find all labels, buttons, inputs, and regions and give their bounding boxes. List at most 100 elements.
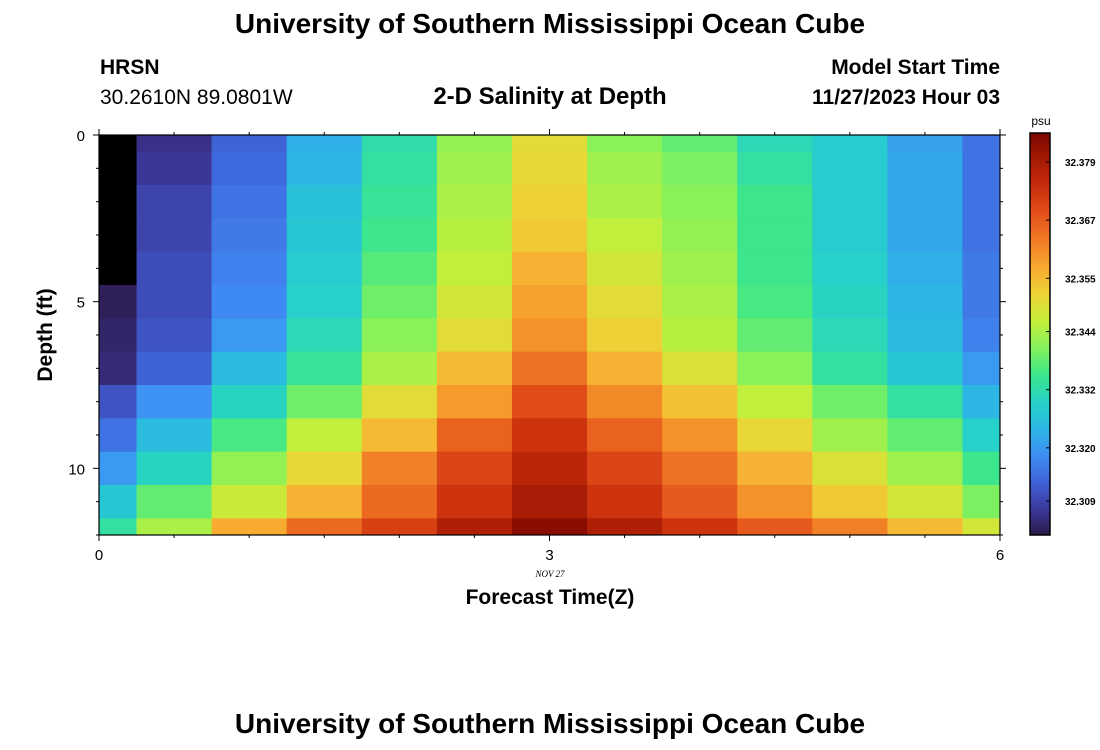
heatmap-cell (587, 151, 663, 186)
station-coords: 30.2610N 89.0801W (100, 86, 293, 109)
y-tick-label: 10 (68, 461, 85, 478)
heatmap-cell (662, 318, 738, 353)
heatmap-cell (737, 485, 813, 519)
colorbar-labels: 32.379 32.367 32.355 32.344 32.332 32.320 32.3… (1046, 158, 1096, 508)
colorbar (1029, 132, 1051, 536)
heatmap-cell (662, 285, 738, 319)
page-title: University of Southern Mississippi Ocean… (234, 8, 866, 39)
heatmap-cell (211, 135, 288, 153)
heatmap-cell (587, 135, 663, 153)
heatmap-cell (99, 151, 138, 186)
station-name: HRSN (100, 56, 160, 79)
heatmap-cell (587, 351, 663, 386)
heatmap-cell (436, 318, 513, 353)
heatmap-cell (211, 351, 288, 386)
heatmap-cell (812, 285, 888, 319)
colorbar-label: 32.344 (1065, 328, 1096, 339)
heatmap-cell (737, 185, 813, 219)
heatmap-cell (511, 285, 588, 319)
heatmap-cell (737, 318, 813, 353)
x-axis-label: Forecast Time(Z) (466, 586, 635, 609)
heatmap-cell (587, 251, 663, 286)
heatmap-cell (511, 451, 588, 486)
heatmap-cell (812, 218, 888, 253)
heatmap-cell (436, 518, 513, 536)
heatmap-cell (737, 418, 813, 453)
heatmap-cell (812, 135, 888, 153)
heatmap-cell (286, 218, 363, 253)
heatmap-cell (587, 518, 663, 536)
heatmap-cell (511, 385, 588, 419)
colorbar-label: 32.320 (1065, 444, 1096, 455)
heatmap-cell (737, 151, 813, 186)
footer-title: University of Southern Mississippi Ocean… (234, 708, 866, 739)
heatmap-cell (812, 485, 888, 519)
heatmap-cell (662, 218, 738, 253)
heatmap-cell (136, 135, 213, 153)
heatmap-cell (286, 385, 363, 419)
heatmap-cell (99, 485, 138, 519)
heatmap-cell (587, 485, 663, 519)
heatmap-cell (361, 285, 438, 319)
heatmap-cell (211, 485, 288, 519)
heatmap-cell (361, 485, 438, 519)
heatmap-cell (962, 151, 1001, 186)
heatmap-cell (662, 451, 738, 486)
heatmap-cell (887, 518, 963, 536)
heatmap-cell (99, 285, 138, 319)
heatmap-cell (136, 418, 213, 453)
y-tick-label: 5 (77, 295, 85, 312)
heatmap-cell (286, 351, 363, 386)
x-tick-label: 3 (545, 547, 553, 564)
heatmap-cell (99, 351, 138, 386)
heatmap-cell (511, 418, 588, 453)
heatmap-cell (887, 318, 963, 353)
model-start-time: 11/27/2023 Hour 03 (812, 86, 1000, 109)
heatmap-cell (361, 318, 438, 353)
heatmap-cell (136, 218, 213, 253)
heatmap-cell (511, 135, 588, 153)
heatmap-cell (887, 251, 963, 286)
chart-title: 2-D Salinity at Depth (433, 83, 667, 110)
heatmap-cell (662, 151, 738, 186)
heatmap-cell (662, 251, 738, 286)
heatmap-cell (99, 135, 138, 153)
heatmap-cell (286, 418, 363, 453)
heatmap-cell (286, 151, 363, 186)
heatmap-cell (812, 451, 888, 486)
heatmap-cell (361, 218, 438, 253)
heatmap-cell (286, 285, 363, 319)
heatmap-cell (211, 218, 288, 253)
heatmap-cell (737, 218, 813, 253)
heatmap-cell (587, 285, 663, 319)
x-tick-label: 0 (95, 547, 103, 564)
heatmap-cell (99, 218, 138, 253)
x-tick-label: 6 (996, 547, 1004, 564)
heatmap-cell (361, 151, 438, 186)
heatmap-cell (587, 385, 663, 419)
heatmap-cell (662, 518, 738, 536)
heatmap-cell (587, 451, 663, 486)
colorbar-label: 32.332 (1065, 386, 1096, 397)
heatmap-cell (887, 351, 963, 386)
heatmap-cell (812, 351, 888, 386)
heatmap-cell (511, 318, 588, 353)
heatmap-cell (887, 185, 963, 219)
heatmap-cell (887, 485, 963, 519)
heatmap-cell (662, 135, 738, 153)
heatmap-cell (286, 135, 363, 153)
heatmap-cell (511, 218, 588, 253)
heatmap-cell (211, 151, 288, 186)
heatmap-cell (436, 218, 513, 253)
heatmap-cell (361, 451, 438, 486)
heatmap-cell (361, 518, 438, 536)
heatmap-cell (737, 285, 813, 319)
heatmap-cell (99, 318, 138, 353)
heatmap-cell (361, 418, 438, 453)
heatmap-cell (136, 518, 213, 536)
axis-ticks: 0 3 6 0 5 10 (68, 128, 1006, 564)
heatmap-cell (361, 385, 438, 419)
heatmap-cell (511, 485, 588, 519)
heatmap-cell (962, 451, 1001, 486)
